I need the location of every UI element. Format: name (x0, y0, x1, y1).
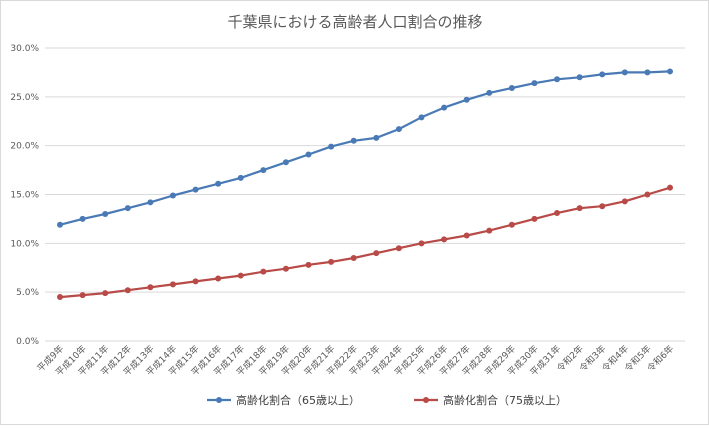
y-tick-label: 20.0% (10, 142, 39, 152)
legend-marker (423, 397, 429, 403)
series-line (59, 186, 671, 299)
data-point (508, 85, 515, 92)
data-point (667, 68, 673, 75)
y-tick-label: 0.0% (16, 337, 39, 347)
data-point (102, 211, 109, 218)
series-line (59, 70, 671, 226)
data-point (282, 265, 289, 272)
data-point (621, 198, 628, 205)
y-tick-label: 30.0% (10, 44, 39, 54)
data-point (441, 104, 448, 111)
data-point (486, 89, 493, 96)
y-axis-ticks: 0.0% 5.0% 10.0% 15.0% 20.0% 25.0% 30.0% (10, 44, 39, 347)
data-point (282, 159, 289, 166)
data-point (79, 292, 86, 299)
data-point (237, 174, 244, 181)
series-group (57, 68, 673, 301)
data-point (215, 180, 222, 187)
y-tick-label: 5.0% (16, 288, 39, 298)
data-point (554, 76, 561, 83)
legend-item: 高齢化割合（65歳以上） (207, 393, 360, 407)
data-point (441, 236, 448, 243)
data-point (350, 254, 357, 261)
data-point (260, 268, 267, 275)
data-point (124, 205, 131, 212)
legend-marker (216, 397, 222, 403)
data-point (644, 69, 651, 76)
data-point (486, 227, 493, 234)
data-point (418, 114, 425, 121)
data-point (215, 275, 222, 282)
data-point (418, 240, 425, 247)
data-point (328, 258, 335, 265)
data-point (237, 272, 244, 279)
series-1 (57, 68, 673, 228)
data-point (667, 184, 673, 191)
series-2 (57, 184, 673, 301)
data-point (169, 281, 176, 288)
data-point (395, 126, 402, 133)
data-point (576, 74, 583, 81)
data-point (260, 167, 267, 174)
legend: 高齢化割合（65歳以上） 高齢化割合（75歳以上） (207, 393, 567, 407)
data-point (79, 215, 86, 222)
data-point (147, 284, 154, 291)
data-point (599, 203, 606, 210)
data-point (576, 205, 583, 212)
data-point (395, 245, 402, 252)
data-point (373, 134, 380, 141)
data-point (531, 80, 538, 87)
data-point (621, 69, 628, 76)
data-point (554, 210, 561, 217)
data-point (508, 221, 515, 228)
legend-label: 高齢化割合（75歳以上） (443, 393, 567, 407)
data-point (57, 221, 63, 228)
data-point (169, 192, 176, 199)
legend-item: 高齢化割合（75歳以上） (414, 393, 567, 407)
y-tick-label: 15.0% (10, 191, 39, 201)
data-point (305, 261, 312, 268)
x-axis-ticks: 平成9年平成10年平成11年平成12年平成13年平成14年平成15年平成16年平… (34, 343, 676, 379)
data-point (124, 287, 131, 294)
chart-title: 千葉県における高齢者人口割合の推移 (227, 13, 482, 31)
data-point (373, 250, 380, 257)
data-point (531, 215, 538, 222)
data-point (192, 186, 199, 193)
gridlines (45, 47, 685, 342)
data-point (463, 232, 470, 239)
data-point (644, 191, 651, 198)
data-point (350, 137, 357, 144)
data-point (328, 143, 335, 150)
data-point (102, 290, 109, 297)
data-point (463, 96, 470, 103)
data-point (57, 294, 63, 301)
y-tick-label: 25.0% (10, 93, 39, 103)
data-point (305, 151, 312, 158)
y-tick-label: 10.0% (10, 239, 39, 249)
data-point (147, 199, 154, 206)
data-point (599, 71, 606, 78)
legend-label: 高齢化割合（65歳以上） (236, 393, 360, 407)
data-point (192, 278, 199, 285)
